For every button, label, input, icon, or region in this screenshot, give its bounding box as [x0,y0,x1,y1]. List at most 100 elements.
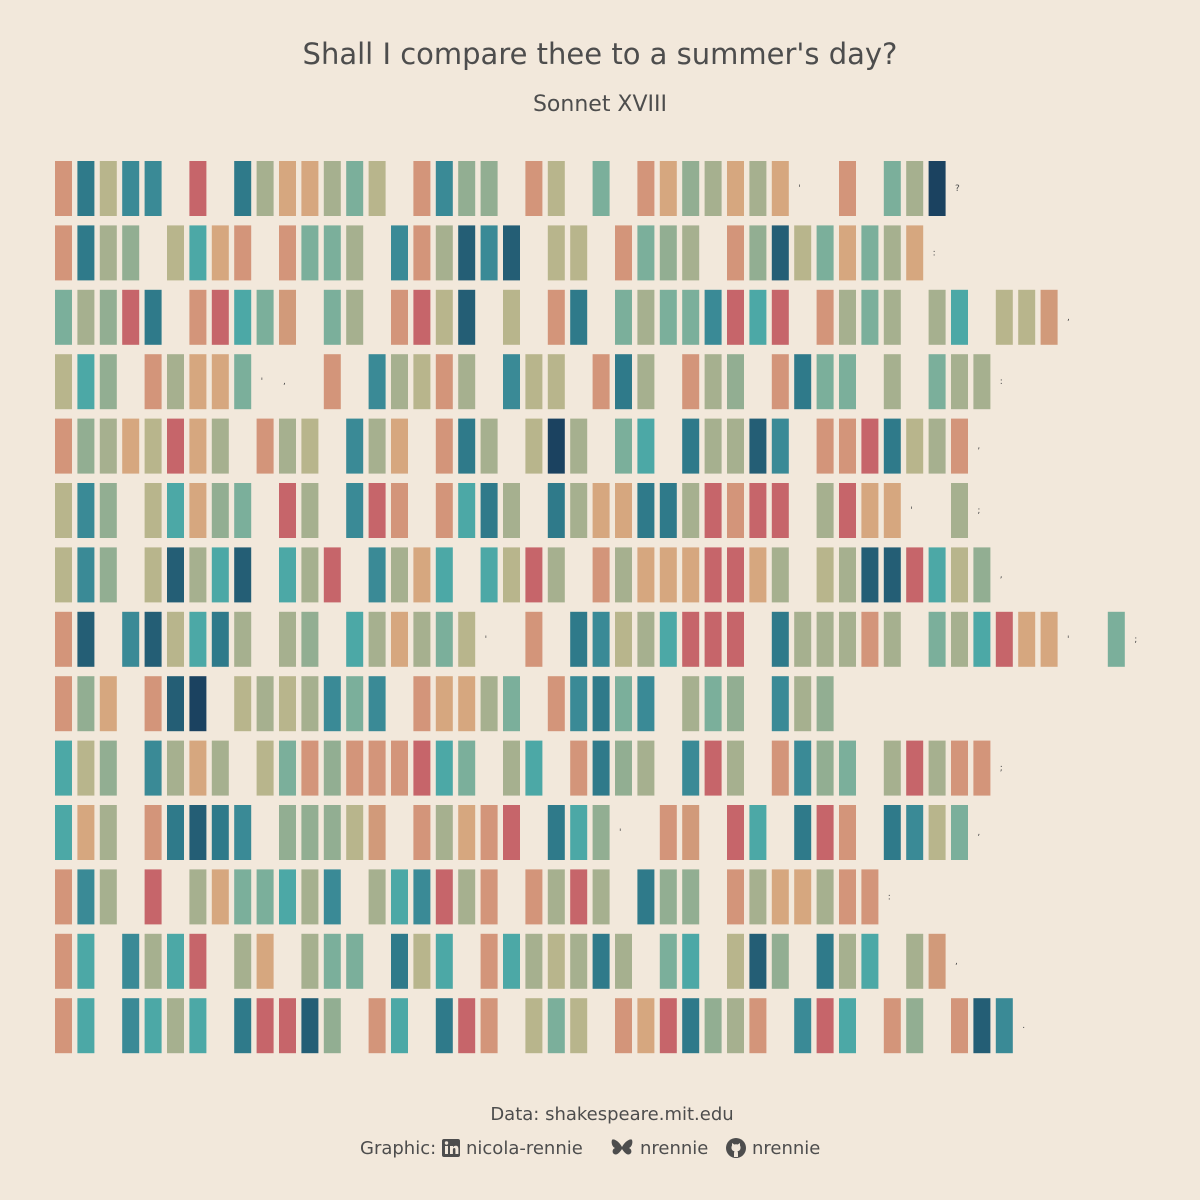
letter-tile [682,225,700,281]
letter-tile [615,933,632,989]
punctuation-mark: ; [977,506,980,516]
letter-tile [951,418,968,474]
letter-tile [346,289,364,345]
letter-tile [413,611,431,667]
letter-tile [637,225,655,281]
letter-tile [615,483,632,538]
letter-tile [771,225,789,281]
letter-tile [234,354,252,410]
letter-tile [480,225,498,281]
letter-tile [480,805,498,860]
letter-tile [301,740,319,796]
letter-tile [883,998,901,1054]
letter-tile [503,289,520,345]
letter-tile [704,161,722,216]
letter-tile [906,418,924,474]
letter-tile [995,289,1013,345]
letter-tile [346,933,364,989]
letter-tile [256,869,274,925]
butterfly-icon[interactable] [611,1139,633,1155]
bluesky-handle[interactable]: nrennie [640,1138,708,1159]
letter-tile [211,289,229,345]
letter-tile [234,869,252,925]
punctuation-mark: , [1000,570,1003,580]
letter-tile [570,225,588,281]
github-icon[interactable] [726,1138,746,1158]
letter-tile [771,933,789,989]
letter-tile [234,805,252,860]
letter-tile [839,225,856,281]
letter-tile [144,483,162,538]
letter-tile [547,805,565,860]
letter-tile [659,611,677,667]
letter-tile [99,354,117,410]
punctuation-mark: ' [261,377,263,387]
letter-tile [615,611,632,667]
letter-tile [77,225,95,281]
letter-tile [301,418,319,474]
letter-tile [637,418,655,474]
letter-tile [951,805,968,860]
letter-tile [301,998,319,1054]
punctuation-mark: , [977,828,980,838]
letter-tile [592,547,610,603]
letter-tile [77,805,95,860]
punctuation-mark: ; [1134,635,1137,645]
letter-tile [682,418,700,474]
letter-tile [234,225,252,281]
letter-tile [816,611,834,667]
letter-tile [144,740,162,796]
letter-tile [99,547,117,603]
letter-tile [525,998,543,1054]
letter-tile [346,611,364,667]
letter-tile [637,354,655,410]
letter-tile [144,805,162,860]
letter-tile [615,676,632,732]
letter-tile [883,547,901,603]
letter-tile [122,998,140,1054]
letter-tile [615,289,632,345]
letter-tile [55,740,72,796]
letter-tile [615,740,632,796]
letter-tile [122,611,140,667]
letter-tile [234,161,252,216]
letter-tile [301,161,319,216]
letter-tile [77,289,95,345]
github-handle[interactable]: nrennie [752,1138,820,1159]
letter-tile [211,483,229,538]
letter-tile [77,161,95,216]
caption-graphic-line: Graphic: nicola-rennie nrennie nrennie [360,1138,820,1159]
letter-tile [99,869,117,925]
letter-tile [816,483,834,538]
letter-tile [525,161,543,216]
letter-tile [167,740,184,796]
letter-tile [211,225,229,281]
letter-tile [615,418,632,474]
letter-tile [301,869,319,925]
letter-tile [727,611,744,667]
letter-tile [435,289,453,345]
letter-tile [682,161,700,216]
letter-tile [883,225,901,281]
letter-tile [839,805,856,860]
letter-tile [368,483,386,538]
letter-tile [480,869,498,925]
letter-tile [458,676,476,732]
linkedin-icon[interactable] [442,1139,460,1157]
letter-tile [839,161,856,216]
letter-tile [547,998,565,1054]
letter-tile [861,933,879,989]
letter-tile [413,676,431,732]
letter-tile [816,418,834,474]
letter-tile [323,225,341,281]
letter-tile [458,418,476,474]
letter-tile [368,611,386,667]
linkedin-handle[interactable]: nicola-rennie [466,1138,583,1159]
letter-tile [570,869,588,925]
letter-tile [77,483,95,538]
letter-tile [279,869,296,925]
punctuation-mark: ' [485,635,487,645]
letter-tile [234,547,252,603]
letter-tile [55,676,72,732]
sonnet-tiles: ' ?:, ',:, ' ;, ' ' ;; ',:,. [55,161,1137,1054]
